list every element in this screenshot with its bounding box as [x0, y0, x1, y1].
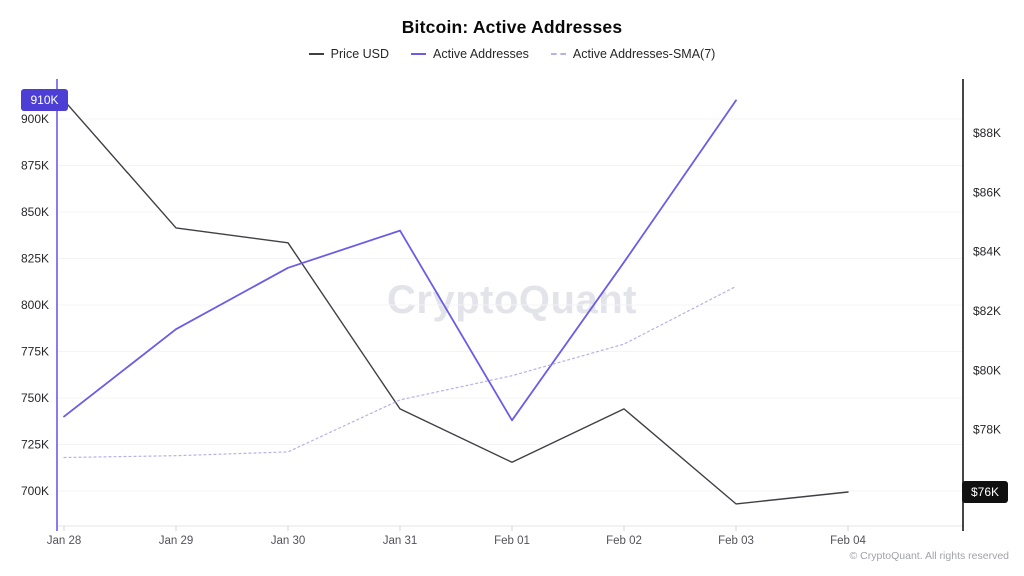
- left-axis-label: 875K: [21, 159, 49, 173]
- legend-line-swatch: [308, 53, 324, 55]
- series-line-active-addresses-sma-7[interactable]: [63, 285, 737, 459]
- right-axis-label: $84K: [973, 245, 1001, 259]
- left-axis-label: 900K: [21, 112, 49, 126]
- x-axis-label: Jan 28: [47, 535, 82, 547]
- legend-label: Active Addresses: [433, 47, 529, 61]
- x-axis-label: Feb 03: [718, 535, 754, 547]
- right-axis-label: $82K: [973, 304, 1001, 318]
- right-axis-label: $88K: [973, 126, 1001, 140]
- legend-label: Active Addresses-SMA(7): [572, 47, 716, 61]
- legend-label: Price USD: [330, 47, 390, 61]
- x-axis-label: Feb 04: [830, 535, 866, 547]
- legend-item-active-addresses[interactable]: Active Addresses: [411, 47, 529, 61]
- left-axis-label: 850K: [21, 205, 49, 219]
- x-axis-label: Jan 30: [271, 535, 306, 547]
- copyright-text: © CryptoQuant. All rights reserved: [849, 550, 1009, 562]
- left-axis-label: 750K: [21, 391, 49, 405]
- left-axis-label: 775K: [21, 345, 49, 359]
- chart-title: Bitcoin: Active Addresses: [401, 17, 623, 37]
- price-latest-badge: $76K: [962, 481, 1008, 503]
- left-axis-label: 700K: [21, 484, 49, 498]
- legend-line-swatch: [550, 53, 566, 55]
- left-axis-label: 725K: [21, 438, 49, 452]
- right-axis-label: $80K: [973, 363, 1001, 377]
- right-axis-label: $86K: [973, 185, 1001, 199]
- left-axis-label: 825K: [21, 252, 49, 266]
- legend-item-price-usd[interactable]: Price USD: [308, 47, 390, 61]
- watermark: CryptoQuant: [387, 278, 637, 322]
- left-axis-label: 800K: [21, 298, 49, 312]
- x-axis-label: Jan 29: [159, 535, 194, 547]
- legend-line-swatch: [411, 53, 427, 55]
- x-axis-label: Feb 02: [606, 535, 642, 547]
- x-axis-label: Jan 31: [383, 535, 418, 547]
- chart-legend: Price USD Active Addresses Active Addresse…: [0, 47, 1024, 61]
- right-axis-label: $78K: [973, 423, 1001, 437]
- series-line-price-usd[interactable]: [63, 99, 849, 505]
- active-addresses-latest-badge: 910K: [21, 89, 68, 111]
- chart-header: Bitcoin: Active Addresses Price USD Activ…: [0, 0, 1024, 61]
- series-line-active-addresses[interactable]: [63, 99, 737, 422]
- legend-item-active-addresses-sma-7[interactable]: Active Addresses-SMA(7): [550, 47, 716, 61]
- x-axis-label: Feb 01: [494, 535, 530, 547]
